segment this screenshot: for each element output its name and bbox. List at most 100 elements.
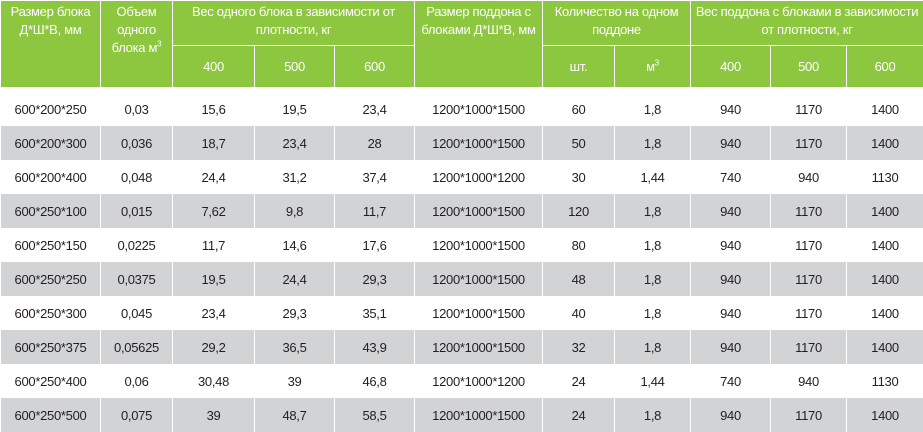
cell-pallet-weight-600: 1400 xyxy=(847,126,923,160)
cell-qty-m3: 1,8 xyxy=(615,296,691,330)
cell-weight-600: 37,4 xyxy=(335,160,415,194)
header-volume-sup: 3 xyxy=(157,40,161,49)
cell-weight-500: 36,5 xyxy=(255,330,335,364)
cell-block-size: 600*250*300 xyxy=(1,296,101,330)
cell-pallet-weight-400: 940 xyxy=(691,90,771,127)
cell-pallet-weight-600: 1400 xyxy=(847,398,923,432)
cell-pallet-size: 1200*1000*1500 xyxy=(415,90,543,127)
cell-pallet-weight-400: 940 xyxy=(691,296,771,330)
cell-weight-600: 17,6 xyxy=(335,228,415,262)
cell-qty-pcs: 60 xyxy=(543,90,615,127)
cell-weight-400: 24,4 xyxy=(173,160,255,194)
cell-qty-m3: 1,8 xyxy=(615,330,691,364)
header-volume-text: Объем одного блока м xyxy=(112,4,157,55)
cell-pallet-weight-600: 1400 xyxy=(847,296,923,330)
header-qty-m3: м3 xyxy=(615,46,691,90)
cell-qty-m3: 1,8 xyxy=(615,126,691,160)
cell-weight-400: 30,48 xyxy=(173,364,255,398)
cell-pallet-size: 1200*1000*1200 xyxy=(415,160,543,194)
table-header: Размер блока Д*Ш*В, мм Объем одного блок… xyxy=(1,1,923,90)
cell-pallet-weight-500: 940 xyxy=(771,160,847,194)
cell-pallet-weight-600: 1130 xyxy=(847,364,923,398)
cell-qty-pcs: 80 xyxy=(543,228,615,262)
cell-block-size: 600*250*150 xyxy=(1,228,101,262)
cell-qty-m3: 1,8 xyxy=(615,228,691,262)
cell-pallet-weight-400: 940 xyxy=(691,330,771,364)
cell-pallet-weight-600: 1400 xyxy=(847,330,923,364)
cell-pallet-weight-400: 940 xyxy=(691,126,771,160)
cell-pallet-weight-500: 1170 xyxy=(771,262,847,296)
cell-pallet-size: 1200*1000*1500 xyxy=(415,194,543,228)
cell-volume: 0,0225 xyxy=(101,228,173,262)
cell-pallet-weight-500: 1170 xyxy=(771,194,847,228)
cell-block-size: 600*250*400 xyxy=(1,364,101,398)
cell-weight-600: 58,5 xyxy=(335,398,415,432)
cell-qty-pcs: 32 xyxy=(543,330,615,364)
cell-pallet-weight-500: 1170 xyxy=(771,126,847,160)
cell-weight-400: 19,5 xyxy=(173,262,255,296)
cell-pallet-weight-400: 740 xyxy=(691,160,771,194)
cell-pallet-weight-400: 940 xyxy=(691,194,771,228)
cell-weight-600: 35,1 xyxy=(335,296,415,330)
cell-pallet-weight-500: 1170 xyxy=(771,296,847,330)
cell-qty-m3: 1,44 xyxy=(615,160,691,194)
cell-block-size: 600*200*300 xyxy=(1,126,101,160)
header-pallet-density-400: 400 xyxy=(691,46,771,90)
cell-pallet-size: 1200*1000*1500 xyxy=(415,296,543,330)
cell-weight-400: 29,2 xyxy=(173,330,255,364)
cell-pallet-weight-500: 940 xyxy=(771,364,847,398)
cell-pallet-weight-600: 1400 xyxy=(847,194,923,228)
cell-weight-500: 19,5 xyxy=(255,90,335,127)
header-m3-sup: 3 xyxy=(655,58,659,67)
cell-qty-m3: 1,8 xyxy=(615,194,691,228)
cell-volume: 0,0375 xyxy=(101,262,173,296)
cell-weight-400: 7,62 xyxy=(173,194,255,228)
cell-weight-500: 24,4 xyxy=(255,262,335,296)
cell-weight-600: 11,7 xyxy=(335,194,415,228)
cell-pallet-size: 1200*1000*1500 xyxy=(415,262,543,296)
cell-weight-400: 15,6 xyxy=(173,90,255,127)
cell-weight-500: 23,4 xyxy=(255,126,335,160)
cell-weight-600: 43,9 xyxy=(335,330,415,364)
cell-qty-pcs: 120 xyxy=(543,194,615,228)
cell-volume: 0,048 xyxy=(101,160,173,194)
cell-block-size: 600*200*400 xyxy=(1,160,101,194)
cell-volume: 0,036 xyxy=(101,126,173,160)
cell-weight-500: 48,7 xyxy=(255,398,335,432)
cell-pallet-weight-400: 940 xyxy=(691,398,771,432)
cell-pallet-weight-500: 1170 xyxy=(771,228,847,262)
cell-qty-m3: 1,8 xyxy=(615,262,691,296)
header-m3-text: м xyxy=(646,59,655,74)
cell-block-size: 600*250*250 xyxy=(1,262,101,296)
cell-block-size: 600*250*500 xyxy=(1,398,101,432)
cell-qty-pcs: 48 xyxy=(543,262,615,296)
cell-pallet-weight-600: 1400 xyxy=(847,228,923,262)
header-block-volume: Объем одного блока м3 xyxy=(101,1,173,90)
header-density-500: 500 xyxy=(255,46,335,90)
cell-qty-pcs: 40 xyxy=(543,296,615,330)
header-pallet-density-600: 600 xyxy=(847,46,923,90)
header-density-400: 400 xyxy=(173,46,255,90)
cell-pallet-size: 1200*1000*1200 xyxy=(415,364,543,398)
header-density-600: 600 xyxy=(335,46,415,90)
cell-volume: 0,075 xyxy=(101,398,173,432)
cell-pallet-weight-400: 940 xyxy=(691,262,771,296)
cell-volume: 0,06 xyxy=(101,364,173,398)
header-pallet-density-500: 500 xyxy=(771,46,847,90)
cell-qty-pcs: 30 xyxy=(543,160,615,194)
cell-weight-600: 46,8 xyxy=(335,364,415,398)
cell-qty-pcs: 50 xyxy=(543,126,615,160)
cell-weight-400: 39 xyxy=(173,398,255,432)
cell-weight-500: 9,8 xyxy=(255,194,335,228)
cell-pallet-weight-600: 1130 xyxy=(847,160,923,194)
header-pallet-qty: Количество на одном поддоне xyxy=(543,1,691,46)
